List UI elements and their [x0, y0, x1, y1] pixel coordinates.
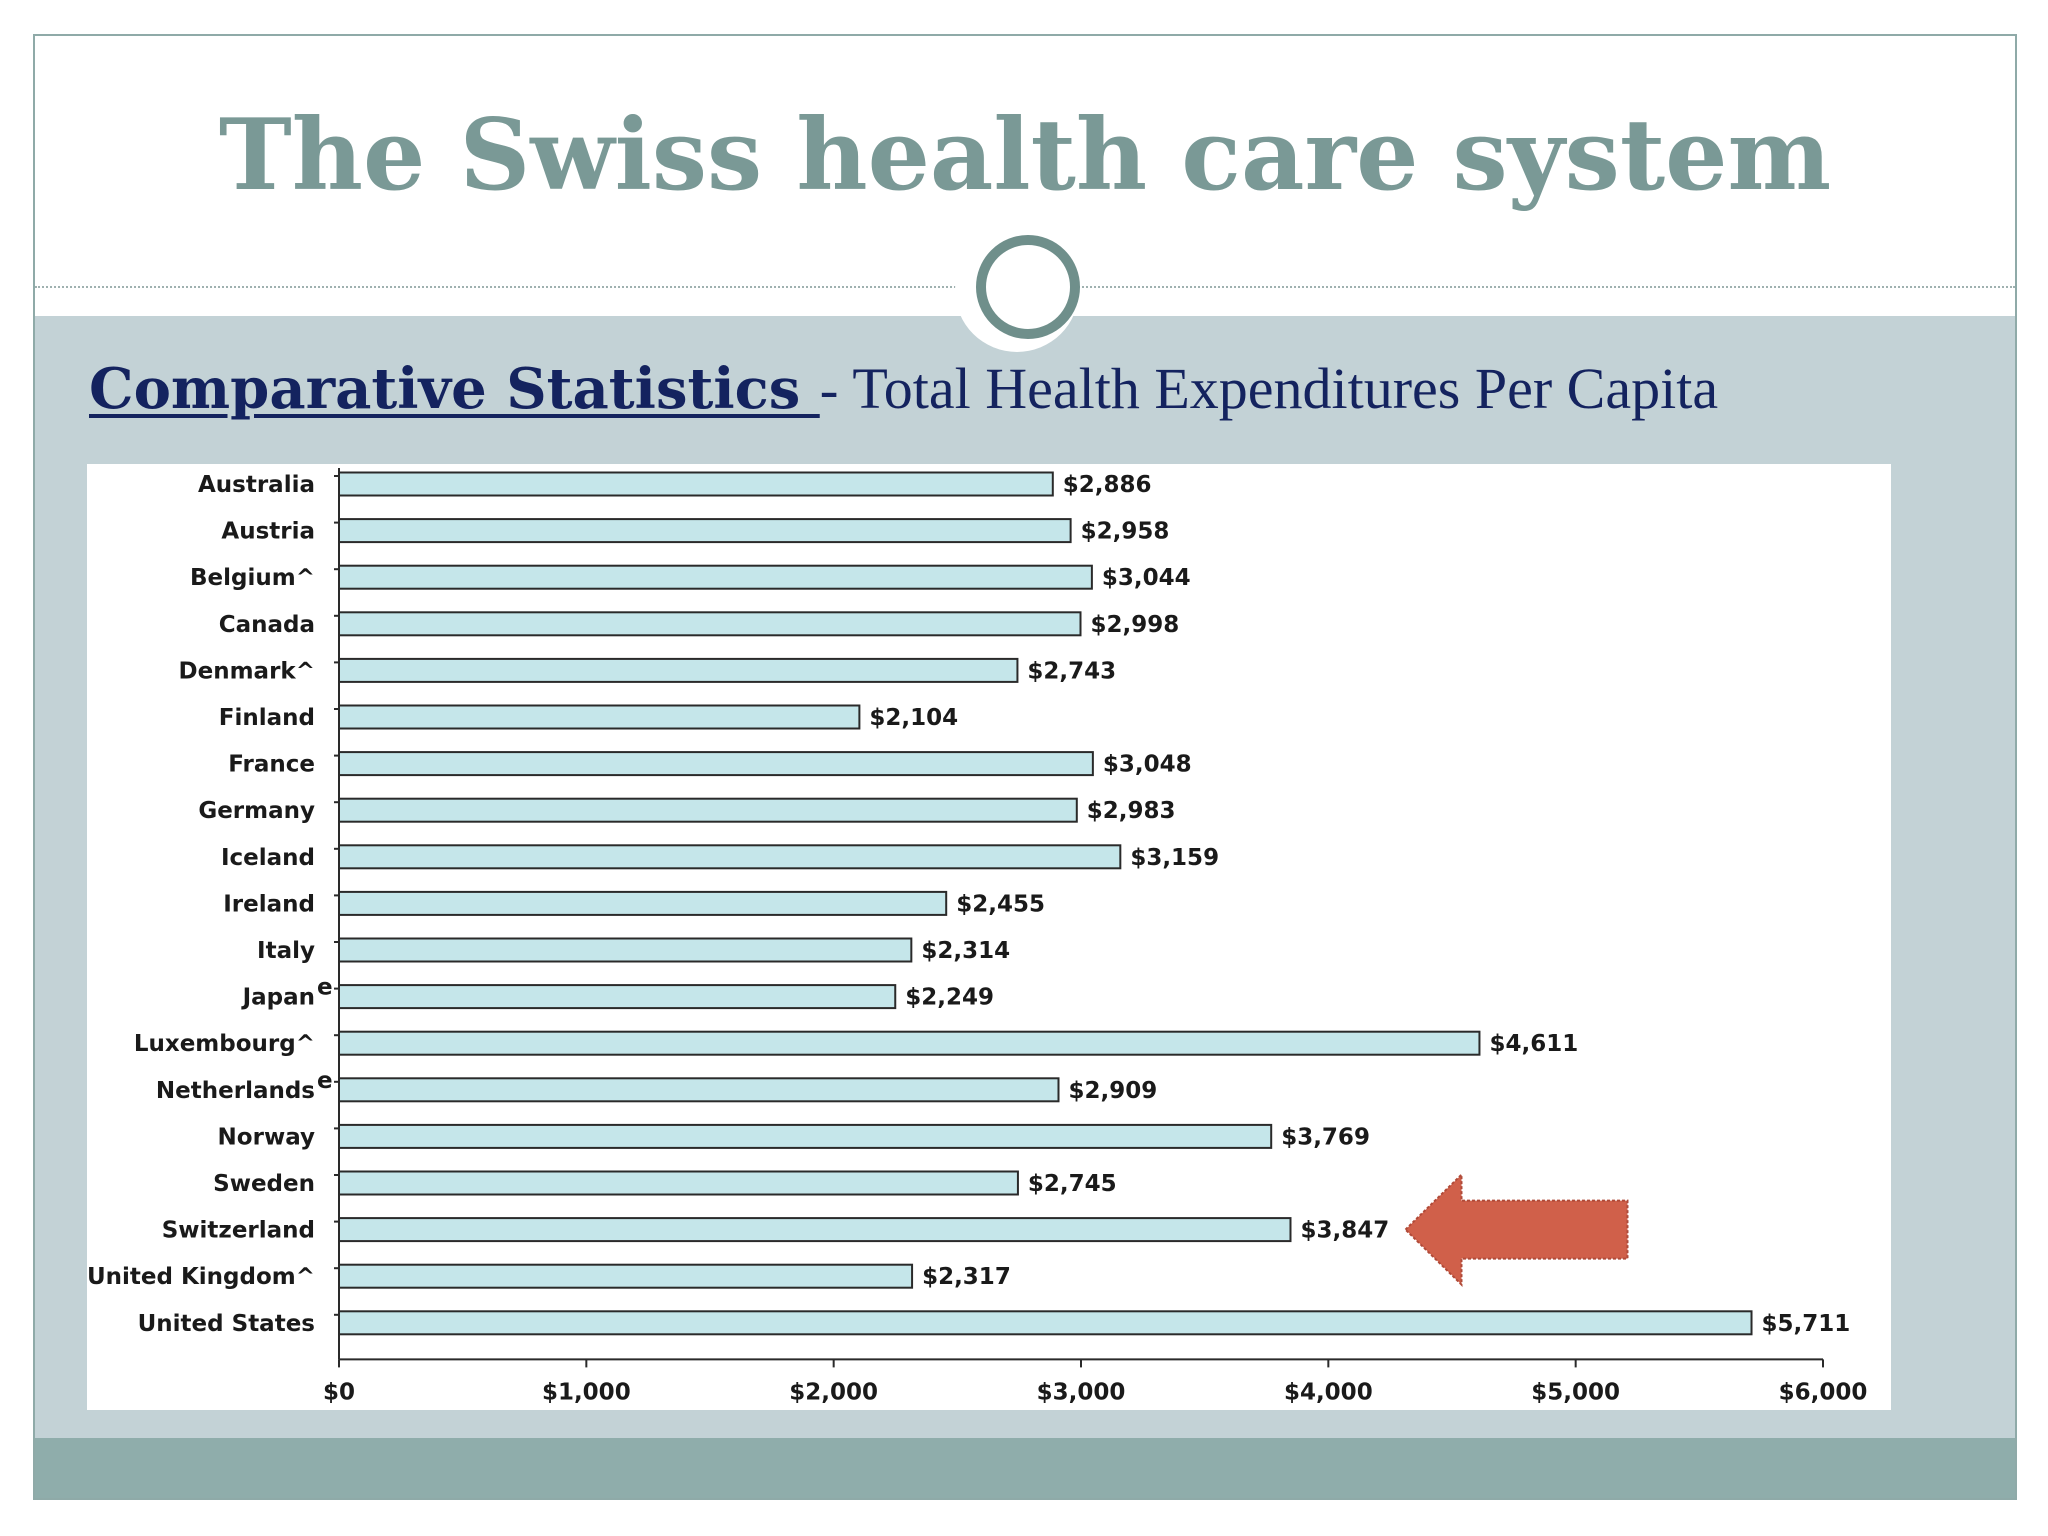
bar: [338, 890, 948, 916]
bar: [338, 518, 1072, 544]
value-label: $3,769: [1281, 1124, 1370, 1150]
bar: [338, 1170, 1019, 1196]
value-label: $2,455: [956, 891, 1045, 917]
category-superscript: e: [317, 975, 333, 1001]
bar: [338, 844, 1122, 870]
slide: The Swiss health care system Comparative…: [33, 34, 2017, 1500]
bar: [338, 1123, 1273, 1149]
value-label: $2,104: [869, 705, 958, 731]
bar: [338, 1263, 914, 1289]
subtitle-description: Total Health Expenditures Per Capita: [852, 356, 1719, 421]
bar-chart: Australia $2,886 Austria $2,958 Belgium^ $3,0…: [87, 468, 1868, 1405]
x-tick-label: $6,000: [1779, 1379, 1868, 1405]
x-tick-label: $4,000: [1284, 1379, 1373, 1405]
category-label: Austria: [221, 519, 315, 545]
bar: [338, 564, 1093, 590]
value-label: $2,909: [1068, 1078, 1157, 1104]
bar: [338, 471, 1054, 497]
category-label: United States: [138, 1311, 315, 1337]
slide-subtitle: Comparative Statistics - Total Health Ex…: [89, 354, 1718, 424]
footer-bar: [35, 1438, 2015, 1498]
subtitle-heading: Comparative Statistics: [89, 356, 820, 422]
bar: [338, 797, 1078, 823]
category-label: Italy: [257, 938, 315, 964]
value-label: $2,317: [922, 1264, 1011, 1290]
value-label: $5,711: [1762, 1311, 1851, 1337]
subtitle-separator: -: [819, 359, 853, 421]
category-label: Luxembourg^: [134, 1031, 315, 1057]
x-tick-label: $3,000: [1037, 1379, 1126, 1405]
value-label: $3,048: [1103, 752, 1192, 778]
bar: [338, 1030, 1481, 1056]
category-label: Norway: [218, 1124, 315, 1150]
value-label: $2,249: [905, 985, 994, 1011]
category-label: Netherlands: [156, 1078, 315, 1104]
value-label: $2,958: [1081, 519, 1170, 545]
x-tick-label: $1,000: [542, 1379, 631, 1405]
bar: [338, 1310, 1753, 1336]
category-label: Australia: [198, 472, 315, 498]
bar: [338, 704, 861, 730]
bar: [338, 611, 1082, 637]
bar: [338, 984, 897, 1010]
x-tick-label: $5,000: [1531, 1379, 1620, 1405]
category-label: Sweden: [213, 1171, 315, 1197]
bar: [338, 1077, 1060, 1103]
value-label: $2,743: [1027, 658, 1116, 684]
category-label: United Kingdom^: [87, 1264, 315, 1290]
value-label: $3,847: [1300, 1218, 1389, 1244]
category-label: Belgium^: [190, 565, 315, 591]
category-label: Finland: [219, 705, 315, 731]
slide-title: The Swiss health care system: [218, 98, 1832, 213]
chart-panel: Australia $2,886 Austria $2,958 Belgium^ $3,0…: [87, 464, 1891, 1410]
value-label: $2,886: [1063, 472, 1152, 498]
category-label: Canada: [219, 612, 315, 638]
bar: [338, 937, 913, 963]
bar: [338, 657, 1019, 683]
category-label: Switzerland: [162, 1218, 315, 1244]
bar: [338, 751, 1094, 777]
divider-circle-icon: [976, 235, 1080, 339]
value-label: $2,745: [1028, 1171, 1117, 1197]
category-label: Japan: [241, 985, 315, 1011]
highlight-arrow-icon: [1404, 1172, 1629, 1287]
category-label: Denmark^: [179, 658, 315, 684]
bar: [338, 1217, 1292, 1243]
value-label: $3,044: [1102, 565, 1191, 591]
category-label: Ireland: [223, 891, 315, 917]
x-tick-label: $0: [323, 1379, 355, 1405]
value-label: $2,998: [1091, 612, 1180, 638]
value-label: $3,159: [1130, 845, 1219, 871]
value-label: $4,611: [1489, 1031, 1578, 1057]
category-superscript: e: [317, 1068, 333, 1094]
value-label: $2,983: [1087, 798, 1176, 824]
category-label: Iceland: [221, 845, 315, 871]
category-label: France: [228, 752, 315, 778]
category-label: Germany: [198, 798, 315, 824]
x-tick-label: $2,000: [789, 1379, 878, 1405]
value-label: $2,314: [921, 938, 1010, 964]
